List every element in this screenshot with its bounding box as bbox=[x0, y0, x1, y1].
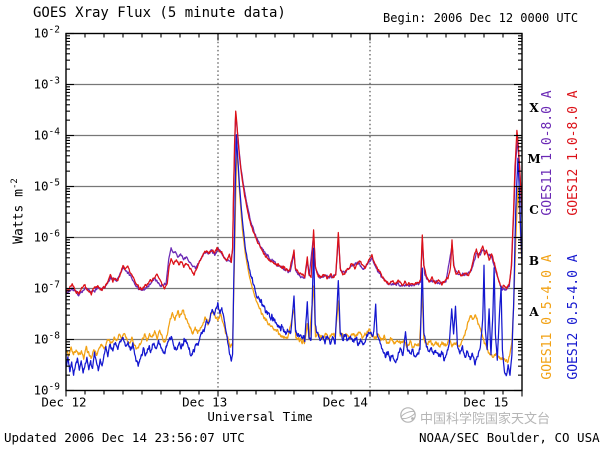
flux-class-a: A bbox=[528, 305, 539, 319]
axis-ticks bbox=[65, 32, 523, 397]
y-tick-label: 10-9 bbox=[33, 382, 60, 398]
y-axis-label-base: Watts m bbox=[11, 189, 27, 244]
x-tick-label: Dec 12 bbox=[41, 395, 86, 410]
y-tick-label: 10-8 bbox=[33, 331, 60, 347]
series-goes12-0-5-4-0-a bbox=[66, 134, 522, 377]
chart-title: GOES Xray Flux (5 minute data) bbox=[33, 5, 286, 21]
watermark: 中国科学院国家天文台 bbox=[399, 407, 550, 427]
y-tick-label: 10-3 bbox=[33, 76, 60, 92]
x-tick-labels: Dec 12 Dec 13 Dec 14 Dec 15 bbox=[41, 395, 508, 410]
flux-class-b: B bbox=[529, 254, 539, 268]
flux-class-x: X bbox=[529, 101, 539, 115]
watermark-text: 中国科学院国家天文台 bbox=[420, 411, 551, 427]
x-tick-label: Dec 13 bbox=[182, 395, 227, 410]
y-tick-label: 10-6 bbox=[33, 229, 60, 245]
legend: GOES11 1.0-8.0 A GOES11 0.5-4.0 A GOES12 1… bbox=[540, 90, 581, 379]
begin-timestamp: Begin: 2006 Dec 12 0000 UTC bbox=[383, 11, 579, 25]
legend-goes11-1-0-8-0-a: GOES11 1.0-8.0 A bbox=[540, 90, 555, 215]
series-goes12-1-0-8-0-a bbox=[66, 110, 522, 296]
y-tick-label: 10-7 bbox=[33, 280, 60, 296]
x-tick-label: Dec 15 bbox=[463, 395, 508, 410]
legend-goes12-1-0-8-0-a: GOES12 1.0-8.0 A bbox=[566, 90, 581, 215]
y-tick-label: 10-4 bbox=[33, 127, 60, 143]
y-axis-label-exponent: -2 bbox=[10, 178, 20, 190]
y-axis-label: Watts m-2 bbox=[10, 152, 26, 270]
legend-goes11-0-5-4-0-a: GOES11 0.5-4.0 A bbox=[540, 254, 555, 379]
y-tick-label: 10-2 bbox=[33, 25, 60, 41]
y-tick-label: 10-5 bbox=[33, 178, 60, 194]
series-lines bbox=[66, 110, 522, 377]
flux-class-c: C bbox=[529, 203, 539, 217]
naoc-logo-icon bbox=[399, 406, 417, 428]
flux-class-labels: X M C B A bbox=[527, 101, 540, 319]
flux-class-m: M bbox=[527, 152, 540, 166]
credit-text: NOAA/SEC Boulder, CO USA bbox=[419, 430, 600, 445]
legend-goes12-0-5-4-0-a: GOES12 0.5-4.0 A bbox=[566, 254, 581, 379]
y-tick-labels: 10-2 10-3 10-4 10-5 10-6 10-7 10-8 10-9 bbox=[33, 25, 60, 398]
x-tick-label: Dec 14 bbox=[323, 395, 368, 410]
x-axis-label: Universal Time bbox=[207, 409, 313, 424]
updated-timestamp: Updated 2006 Dec 14 23:56:07 UTC bbox=[4, 430, 245, 445]
